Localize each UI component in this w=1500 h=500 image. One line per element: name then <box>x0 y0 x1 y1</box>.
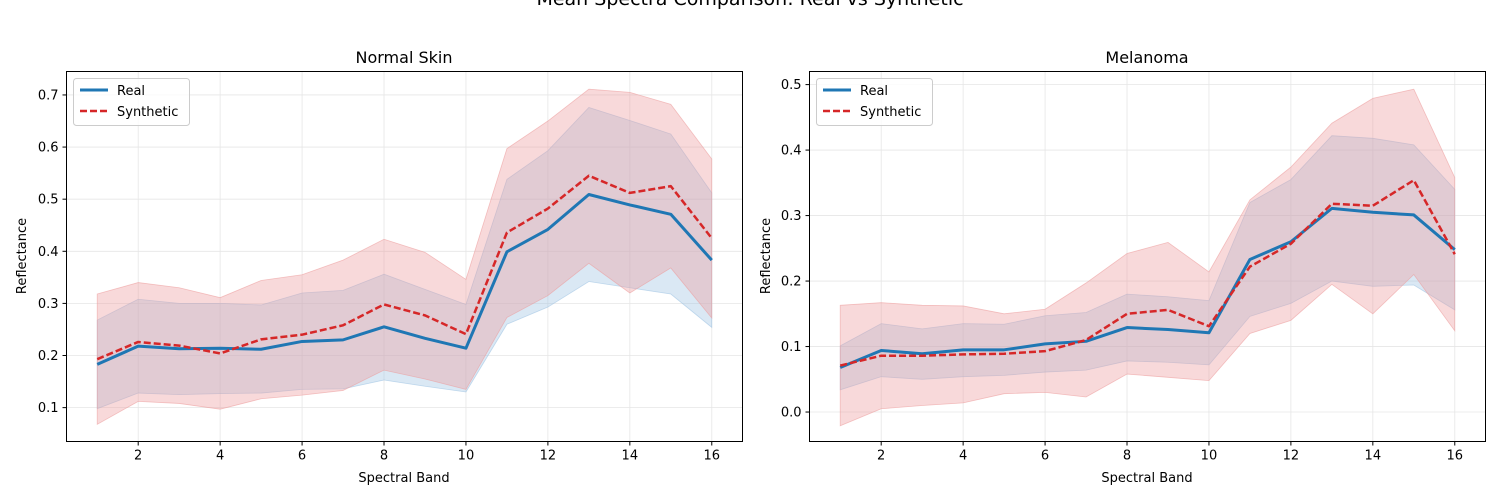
x-tick-label: 14 <box>1365 449 1382 464</box>
x-tick-label: 6 <box>1041 449 1049 464</box>
y-tick-label: 0.4 <box>38 245 59 260</box>
x-tick-label: 10 <box>458 449 475 464</box>
x-tick-label: 10 <box>1201 449 1218 464</box>
y-tick-label: 0.5 <box>781 78 802 93</box>
x-tick-label: 16 <box>1446 449 1463 464</box>
x-tick-label: 6 <box>298 449 306 464</box>
y-tick-label: 0.7 <box>38 88 59 103</box>
legend: Real Synthetic <box>816 78 933 126</box>
x-tick-label: 2 <box>134 449 142 464</box>
series-line-real <box>839 206 1456 369</box>
x-tick-label: 4 <box>216 449 224 464</box>
chart-title: Normal Skin <box>356 48 453 67</box>
x-tick-label: 2 <box>877 449 885 464</box>
x-tick-label: 14 <box>622 449 639 464</box>
legend-label-synthetic: Synthetic <box>860 105 921 120</box>
figure-suptitle: Mean Spectra Comparison: Real vs Synthet… <box>536 0 963 10</box>
y-tick-label: 0.3 <box>781 209 802 224</box>
x-axis-label: Spectral Band <box>358 471 449 486</box>
y-tick-label: 0.2 <box>38 349 59 364</box>
chart-panel-melanoma: Melanoma 2 4 6 8 10 12 14 160.00.10.20.30.40.5 … <box>759 48 1486 486</box>
chart-title: Melanoma <box>1105 48 1188 67</box>
y-tick-label: 0.4 <box>781 144 802 159</box>
y-tick-label: 0.2 <box>781 275 802 290</box>
plot-area: 2 4 6 8 10 12 14 16 0.0 0.1 0.2 0.3 0.4 0.5 <box>781 71 1486 464</box>
x-axis-label: Spectral Band <box>1101 471 1192 486</box>
x-tick-label: 4 <box>959 449 967 464</box>
y-axis-label: Reflectance <box>759 218 774 294</box>
plot-area: 2 4 6 8 10 12 14 16 0.1 0.2 0.3 0.4 0.5 0.6 0.7 <box>38 71 743 464</box>
y-tick-label: 0.5 <box>38 193 59 208</box>
y-tick-label: 0.3 <box>38 297 59 312</box>
x-tick-label: 12 <box>1283 449 1300 464</box>
legend-label-synthetic: Synthetic <box>117 105 178 120</box>
band-synthetic <box>96 88 713 425</box>
series-line-synthetic <box>96 174 713 361</box>
y-tick-label: 0.1 <box>781 340 802 355</box>
axes-frame <box>809 71 1486 442</box>
x-tick-label: 16 <box>703 449 720 464</box>
band-synthetic <box>839 88 1456 427</box>
series-line-synthetic <box>839 178 1456 367</box>
y-tick-label: 0.0 <box>781 406 802 421</box>
x-tick-label: 8 <box>1123 449 1131 464</box>
axes-frame <box>66 71 743 442</box>
x-tick-label: 12 <box>540 449 557 464</box>
y-tick-label: 0.1 <box>38 401 59 416</box>
chart-panel-normal-skin: Normal Skin 2 4 6 8 10 12 14 16 0.1 0.2 0.3 0.4 0.5 0… <box>15 48 743 486</box>
legend: Real Synthetic <box>73 78 190 126</box>
y-tick-label: 0.6 <box>38 141 59 156</box>
band-real <box>96 107 713 410</box>
legend-label-real: Real <box>117 84 145 99</box>
legend-label-real: Real <box>860 84 888 99</box>
x-tick-label: 8 <box>380 449 388 464</box>
y-axis-label: Reflectance <box>15 218 30 294</box>
